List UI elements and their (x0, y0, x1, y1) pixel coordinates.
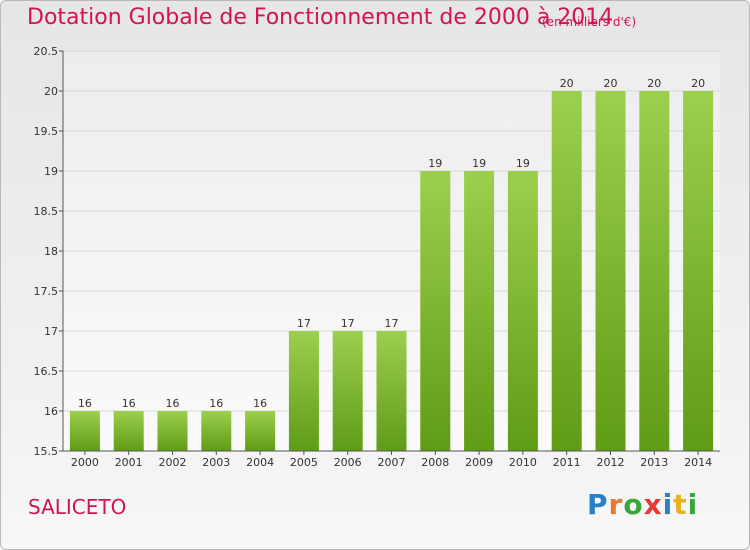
x-tick-label-2002: 2002 (159, 456, 187, 469)
logo-letter: P (587, 488, 609, 521)
logo-letter: i (687, 488, 699, 521)
y-tick-label: 17 (44, 325, 58, 338)
commune-name: SALICETO (28, 495, 127, 519)
data-label-2002: 16 (166, 397, 180, 410)
x-tick-label-2004: 2004 (246, 456, 274, 469)
bar-2014 (683, 91, 714, 451)
bar-2000 (69, 411, 100, 451)
bar-2007 (376, 331, 407, 451)
data-label-2001: 16 (122, 397, 136, 410)
data-label-2008: 19 (428, 157, 442, 170)
x-tick-label-2012: 2012 (597, 456, 625, 469)
bar-2001 (113, 411, 144, 451)
x-tick-label-2001: 2001 (115, 456, 143, 469)
bar-2004 (245, 411, 276, 451)
y-tick-label: 18 (44, 245, 58, 258)
bar-chart: 16 16 16 16 16 17 17 17 19 19 19 20 20 20 20 15.5 16 16.… (34, 45, 720, 469)
bar-2006 (332, 331, 363, 451)
x-tick-label-2008: 2008 (421, 456, 449, 469)
data-label-2005: 17 (297, 317, 311, 330)
chart-title: Dotation Globale de Fonctionnement de 20… (27, 5, 614, 30)
data-label-2012: 20 (604, 77, 618, 90)
y-tick-label: 16 (44, 405, 58, 418)
data-label-2010: 19 (516, 157, 530, 170)
bar-2012 (595, 91, 626, 451)
y-tick-label: 15.5 (34, 445, 59, 458)
data-label-2004: 16 (253, 397, 267, 410)
y-tick-label: 20 (44, 85, 58, 98)
data-label-2009: 19 (472, 157, 486, 170)
data-label-2007: 17 (385, 317, 399, 330)
data-label-2013: 20 (647, 77, 661, 90)
x-tick-label-2009: 2009 (465, 456, 493, 469)
bar-2002 (157, 411, 188, 451)
logo-letter: r (608, 488, 624, 521)
y-tick-label: 19.5 (34, 125, 59, 138)
logo-letter: o (623, 488, 644, 521)
bar-2011 (551, 91, 582, 451)
bar-2010 (507, 171, 538, 451)
data-label-2014: 20 (691, 77, 705, 90)
y-tick-label: 18.5 (34, 205, 59, 218)
logo-letter: x (643, 488, 663, 521)
data-label-2011: 20 (560, 77, 574, 90)
proxiti-logo: Proxiti (587, 488, 698, 521)
data-label-2006: 17 (341, 317, 355, 330)
bar-2003 (201, 411, 232, 451)
chart-subtitle: (en milliers d'€) (542, 15, 637, 29)
x-tick-label-2000: 2000 (71, 456, 99, 469)
data-label-2003: 16 (209, 397, 223, 410)
x-tick-label-2006: 2006 (334, 456, 362, 469)
x-tick-label-2005: 2005 (290, 456, 318, 469)
logo-letter: t (673, 488, 688, 521)
y-tick-label: 19 (44, 165, 58, 178)
data-label-2000: 16 (78, 397, 92, 410)
x-tick-label-2003: 2003 (202, 456, 230, 469)
x-tick-label-2014: 2014 (684, 456, 712, 469)
logo-letter: i (662, 488, 674, 521)
y-tick-label: 20.5 (34, 45, 59, 58)
bar-2005 (288, 331, 319, 451)
x-tick-label-2007: 2007 (378, 456, 406, 469)
bar-2009 (464, 171, 495, 451)
x-tick-label-2013: 2013 (640, 456, 668, 469)
bar-2013 (639, 91, 670, 451)
x-tick-label-2010: 2010 (509, 456, 537, 469)
y-tick-label: 17.5 (34, 285, 59, 298)
x-tick-label-2011: 2011 (553, 456, 581, 469)
bar-2008 (420, 171, 451, 451)
y-tick-label: 16.5 (34, 365, 59, 378)
